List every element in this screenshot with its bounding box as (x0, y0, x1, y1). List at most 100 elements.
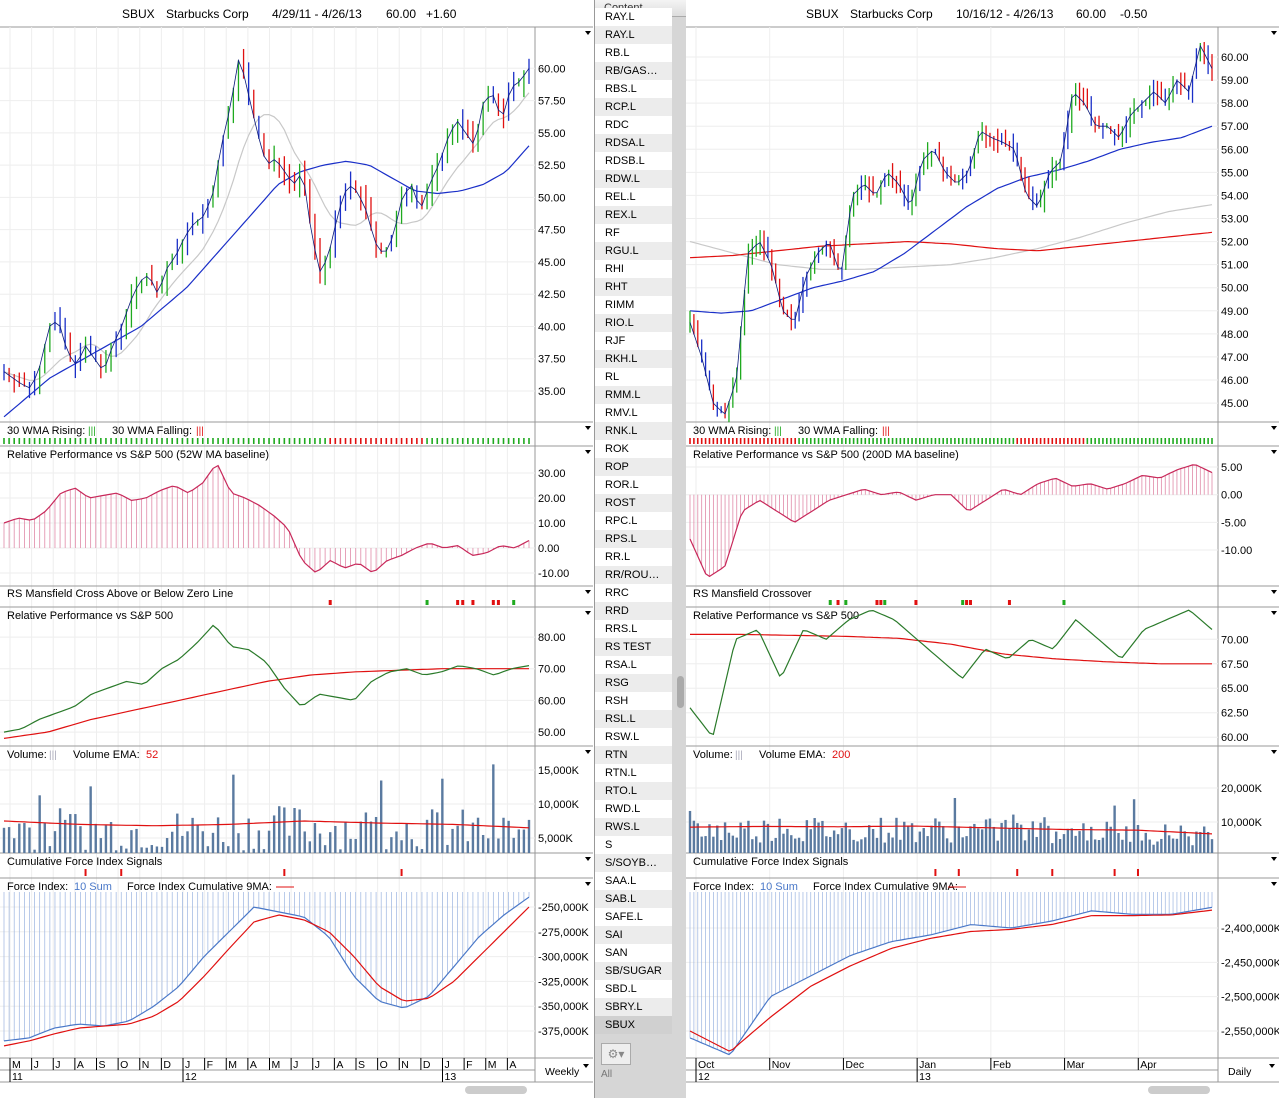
panel-menu-icon[interactable] (1271, 882, 1277, 886)
list-item[interactable]: SB/SUGAR (595, 962, 672, 980)
panel-menu-icon[interactable] (1271, 31, 1277, 35)
panel-menu-icon[interactable] (585, 611, 591, 615)
list-item[interactable]: RSG (595, 674, 672, 692)
list-item[interactable]: RAY.L (595, 8, 672, 26)
list-item[interactable]: ROK (595, 440, 672, 458)
wma-state-mark (735, 438, 738, 444)
volume-bar (922, 828, 925, 853)
list-item[interactable]: RDSB.L (595, 152, 672, 170)
list-item[interactable]: RWD.L (595, 800, 672, 818)
header-range: 4/29/11 - 4/26/13 (272, 7, 362, 21)
wma-state-mark (298, 438, 301, 444)
panel-menu-icon[interactable] (1271, 426, 1277, 430)
wma-state-mark (1176, 438, 1178, 444)
list-item[interactable]: S (595, 836, 672, 854)
list-item[interactable]: RRS.L (595, 620, 672, 638)
list-item[interactable]: RCP.L (595, 98, 672, 116)
list-item[interactable]: RHI (595, 260, 672, 278)
list-item[interactable]: SAFE.L (595, 908, 672, 926)
list-item[interactable]: RMM.L (595, 386, 672, 404)
volume-bar (69, 814, 72, 853)
right-chart[interactable]: SBUX Starbucks Corp 10/16/12 - 4/26/13 60.0… (686, 0, 1279, 1098)
horizontal-scrollbar[interactable] (465, 1086, 527, 1094)
list-scrollbar[interactable] (677, 676, 684, 708)
list-item[interactable]: RAY.L (595, 26, 672, 44)
list-item[interactable]: RIMM (595, 296, 672, 314)
list-item[interactable]: RDSA.L (595, 134, 672, 152)
panel-menu-icon[interactable] (1271, 450, 1277, 454)
list-item[interactable]: SBRY.L (595, 998, 672, 1016)
list-item[interactable]: RSH (595, 692, 672, 710)
panel-menu-icon[interactable] (585, 426, 591, 430)
list-item[interactable]: S/SOYB… (595, 854, 672, 872)
period-selector[interactable]: Daily (1228, 1066, 1252, 1078)
list-item[interactable]: RTN (595, 746, 672, 764)
list-item[interactable]: RGU.L (595, 242, 672, 260)
wma-state-mark (942, 438, 945, 444)
list-item[interactable]: RSW.L (595, 728, 672, 746)
list-item[interactable]: RTN.L (595, 764, 672, 782)
list-item[interactable]: RRC (595, 584, 672, 602)
wma-state-mark (825, 438, 828, 444)
list-item[interactable]: SAA.L (595, 872, 672, 890)
force-label: Force Index: (693, 881, 754, 893)
list-item[interactable]: SAN (595, 944, 672, 962)
panel-menu-icon[interactable] (585, 750, 591, 754)
panel-menu-icon[interactable] (1271, 750, 1277, 754)
list-item[interactable]: RR/ROU… (595, 566, 672, 584)
left-chart[interactable]: SBUX Starbucks Corp 4/29/11 - 4/26/13 60.00… (0, 0, 593, 1098)
list-item[interactable]: ROST (595, 494, 672, 512)
panel-menu-icon[interactable] (1271, 590, 1277, 594)
list-item[interactable]: SAI (595, 926, 672, 944)
list-item[interactable]: RSL.L (595, 710, 672, 728)
period-selector[interactable]: Weekly (545, 1066, 580, 1078)
list-item[interactable]: RB.L (595, 44, 672, 62)
list-item[interactable]: RMV.L (595, 404, 672, 422)
list-item[interactable]: REX.L (595, 206, 672, 224)
symbol-list[interactable]: RAY.L RAY.L RB.L RB/GAS… RBS.L RCP.L RDC RDSA.L… (595, 8, 672, 1034)
list-item[interactable]: RNK.L (595, 422, 672, 440)
wma-state-mark (105, 438, 107, 444)
horizontal-scrollbar[interactable] (1148, 1086, 1210, 1094)
panel-menu-icon[interactable] (585, 31, 591, 35)
list-item[interactable]: RS TEST (595, 638, 672, 656)
list-item[interactable]: RJF (595, 332, 672, 350)
volume-bar (288, 835, 291, 853)
list-item[interactable]: RKH.L (595, 350, 672, 368)
list-item[interactable]: SBUX (595, 1016, 672, 1034)
list-item[interactable]: SBD.L (595, 980, 672, 998)
list-item[interactable]: RTO.L (595, 782, 672, 800)
volume-bar (934, 818, 937, 853)
list-filter-all[interactable]: All (601, 1069, 613, 1080)
volume-bar (441, 778, 444, 853)
panel-menu-icon[interactable] (585, 450, 591, 454)
panel-menu-icon[interactable] (1271, 611, 1277, 615)
list-item[interactable]: RL (595, 368, 672, 386)
list-item[interactable]: ROR.L (595, 476, 672, 494)
panel-menu-icon[interactable] (585, 590, 591, 594)
list-item[interactable]: ROP (595, 458, 672, 476)
list-item[interactable]: REL.L (595, 188, 672, 206)
list-item[interactable]: SAB.L (595, 890, 672, 908)
list-item[interactable]: RHT (595, 278, 672, 296)
list-item[interactable]: RDW.L (595, 170, 672, 188)
list-item[interactable]: RIO.L (595, 314, 672, 332)
panel-menu-icon[interactable] (585, 857, 591, 861)
list-item[interactable]: RPC.L (595, 512, 672, 530)
volume-bar (1121, 839, 1124, 853)
list-item[interactable]: RB/GAS… (595, 62, 672, 80)
wma-rising-swatch: ||| (88, 426, 96, 437)
panel-menu-icon[interactable] (1271, 857, 1277, 861)
gear-menu-icon[interactable]: ⚙▾ (601, 1043, 631, 1065)
panel-menu-icon[interactable] (585, 882, 591, 886)
list-item[interactable]: RPS.L (595, 530, 672, 548)
list-item[interactable]: RDC (595, 116, 672, 134)
list-item[interactable]: RSA.L (595, 656, 672, 674)
volume-bar (1027, 829, 1031, 853)
chart-svg: SBUX Starbucks Corp 4/29/11 - 4/26/13 60.00… (0, 0, 593, 1098)
list-item[interactable]: RR.L (595, 548, 672, 566)
list-item[interactable]: RF (595, 224, 672, 242)
list-item[interactable]: RBS.L (595, 80, 672, 98)
list-item[interactable]: RWS.L (595, 818, 672, 836)
list-item[interactable]: RRD (595, 602, 672, 620)
